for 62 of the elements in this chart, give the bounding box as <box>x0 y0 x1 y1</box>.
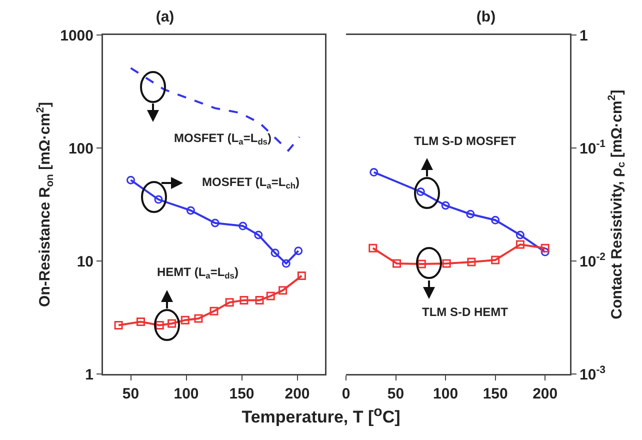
point <box>442 259 451 268</box>
chart-title: (b) <box>476 8 496 26</box>
point <box>155 321 164 330</box>
point <box>466 210 475 218</box>
point <box>416 188 425 196</box>
x-tick-label: 150 <box>482 386 508 402</box>
x-tick-label: 200 <box>284 386 310 402</box>
point <box>114 321 123 330</box>
annotation: TLM S-D HEMT <box>422 305 509 319</box>
x-tick-label: 100 <box>433 386 458 402</box>
x-tick-label: 0 <box>342 386 350 402</box>
point <box>467 258 476 266</box>
point <box>136 318 145 326</box>
point <box>254 230 263 240</box>
line-series <box>130 67 300 152</box>
y2-tick-label: 10$^{-2}$ <box>580 250 606 270</box>
point <box>266 292 275 300</box>
annotation: MOSFET (L$_{a}$=L$_{ch}$) <box>202 175 300 191</box>
point <box>186 206 195 215</box>
point <box>168 319 176 328</box>
point <box>180 316 190 324</box>
point <box>516 240 524 249</box>
y2-tick-label: 10$^{-3}$ <box>580 364 606 384</box>
annotation: MOSFET (L$_{a}$=L$_{ds}$) <box>174 131 272 147</box>
chart-title: (a) <box>156 8 174 26</box>
point <box>282 259 290 268</box>
y2-tick-label: 1 <box>580 27 588 44</box>
point <box>210 306 218 316</box>
y-tick-label: 100 <box>68 140 94 158</box>
x-tick-label: 50 <box>387 386 404 402</box>
x-tick-label: 200 <box>532 386 558 402</box>
y2-tick-label: 10$^{-1}$ <box>580 138 606 158</box>
point <box>225 298 234 307</box>
y-tick-label: 1000 <box>60 27 94 44</box>
y-tick-label: 1 <box>85 366 94 384</box>
x-tick-label: 100 <box>174 386 199 402</box>
point <box>392 259 402 268</box>
point <box>194 314 203 323</box>
point <box>368 244 378 252</box>
point <box>240 296 248 304</box>
annotation: TLM S-D MOSFET <box>414 134 517 148</box>
point <box>210 218 220 228</box>
point <box>441 201 450 210</box>
point <box>491 256 500 264</box>
point <box>270 248 280 258</box>
x-tick-label: 50 <box>122 386 140 402</box>
point <box>278 286 288 295</box>
point <box>297 272 306 280</box>
point <box>238 222 248 230</box>
point <box>540 244 550 252</box>
x-axis-title: Temperature, T [$^{o}$C] <box>240 404 402 428</box>
point <box>491 216 500 224</box>
point <box>540 248 550 256</box>
y-tick-label: 10 <box>76 253 94 270</box>
point <box>126 176 135 184</box>
point <box>294 246 303 256</box>
x-tick-label: 150 <box>229 386 254 402</box>
point <box>516 230 524 240</box>
annotation: HEMT (L$_{a}$=L$_{ds}$) <box>157 265 238 281</box>
point <box>255 296 264 304</box>
point <box>417 260 426 268</box>
point <box>370 168 378 177</box>
